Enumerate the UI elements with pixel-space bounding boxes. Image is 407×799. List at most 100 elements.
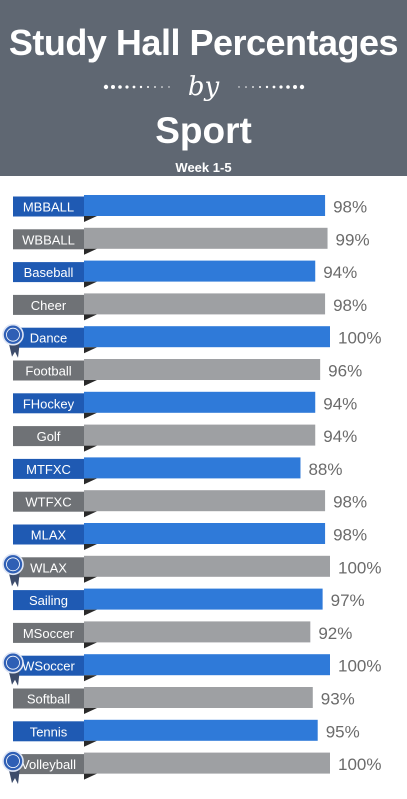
bar bbox=[84, 227, 328, 249]
category-label-tab bbox=[13, 196, 84, 217]
bar bbox=[84, 621, 311, 643]
bar-fold-shadow bbox=[84, 248, 97, 255]
value-label: 98% bbox=[333, 526, 367, 545]
bar-fold-shadow bbox=[84, 511, 97, 518]
value-label: 92% bbox=[318, 624, 352, 643]
header-banner: Study Hall Percentages by Sport Week 1-5 bbox=[0, 0, 407, 176]
value-label: 94% bbox=[323, 394, 357, 413]
award-badge-ring-icon bbox=[6, 557, 20, 572]
value-label: 94% bbox=[323, 263, 357, 282]
bar-fold-shadow bbox=[84, 412, 97, 419]
bar bbox=[84, 490, 326, 512]
bar-fold-shadow bbox=[84, 314, 97, 321]
value-label: 100% bbox=[338, 329, 381, 348]
bar bbox=[84, 195, 326, 216]
decorative-dots-left bbox=[103, 84, 170, 90]
bar-fold-shadow bbox=[84, 380, 97, 386]
by-text: by bbox=[187, 72, 220, 102]
category-label-tab bbox=[13, 721, 84, 742]
category-label: Baseball bbox=[24, 265, 74, 280]
award-badge-icon bbox=[2, 651, 24, 674]
bar-fold-shadow bbox=[84, 609, 97, 616]
category-label-tab bbox=[13, 426, 84, 447]
bar bbox=[84, 719, 318, 741]
category-label: MSoccer bbox=[23, 626, 75, 641]
bar-fold-shadow bbox=[84, 642, 97, 649]
category-label-tab bbox=[13, 557, 84, 578]
bar bbox=[84, 424, 316, 446]
value-label: 88% bbox=[308, 460, 342, 479]
value-label: 98% bbox=[333, 296, 367, 315]
value-label: 98% bbox=[333, 493, 367, 512]
category-label-tab bbox=[13, 458, 84, 479]
bar bbox=[84, 391, 316, 413]
category-label: Dance bbox=[30, 331, 68, 346]
award-badge-ring-icon bbox=[6, 655, 20, 670]
category-label-tab bbox=[13, 655, 84, 676]
category-label-tab bbox=[13, 360, 84, 381]
category-label: WBBALL bbox=[22, 232, 75, 247]
category-label-tab bbox=[13, 262, 84, 283]
award-badge-icon bbox=[2, 553, 24, 576]
bar bbox=[84, 752, 330, 774]
page-subtitle: Sport bbox=[155, 110, 252, 151]
award-badge-icon bbox=[2, 323, 24, 346]
decorative-dots-right bbox=[238, 84, 305, 90]
bar-fold-shadow bbox=[84, 216, 97, 222]
value-label: 100% bbox=[338, 755, 381, 774]
page-title: Study Hall Percentages bbox=[8, 22, 399, 63]
category-label: WTFXC bbox=[25, 495, 71, 510]
value-label: 99% bbox=[336, 230, 370, 249]
value-label: 98% bbox=[333, 198, 367, 217]
value-label: 97% bbox=[331, 591, 365, 610]
category-label-tab bbox=[13, 327, 84, 348]
bar-fold-shadow bbox=[84, 544, 97, 550]
category-label: MTFXC bbox=[26, 462, 71, 477]
bar-fold-shadow bbox=[84, 576, 97, 583]
category-label: MLAX bbox=[31, 528, 67, 543]
category-label: Golf bbox=[37, 429, 61, 444]
value-label: 93% bbox=[321, 690, 355, 709]
bar bbox=[84, 326, 330, 348]
category-label: MBBALL bbox=[23, 200, 74, 215]
category-label-tab bbox=[13, 590, 84, 611]
category-label: WLAX bbox=[30, 560, 67, 575]
bar bbox=[84, 293, 326, 315]
bar bbox=[84, 687, 313, 708]
bar-chart: MBBALL 98% WBBALL 99% Baseball 94% Cheer 98% Dan… bbox=[2, 195, 381, 785]
bar-fold-shadow bbox=[84, 347, 97, 354]
bar bbox=[84, 555, 330, 577]
bar-fold-shadow bbox=[84, 478, 97, 485]
category-label-tab bbox=[13, 491, 84, 512]
value-label: 100% bbox=[338, 657, 381, 676]
bar bbox=[84, 359, 321, 380]
category-label-tab bbox=[13, 754, 84, 775]
bar bbox=[84, 260, 316, 282]
category-label: Tennis bbox=[30, 724, 68, 739]
category-label: Cheer bbox=[31, 298, 67, 313]
category-label-tab bbox=[13, 688, 84, 709]
bar-fold-shadow bbox=[84, 281, 97, 288]
bar bbox=[84, 654, 330, 676]
category-label-tab bbox=[13, 524, 84, 545]
category-label: Football bbox=[25, 364, 71, 379]
bar-fold-shadow bbox=[84, 675, 97, 682]
category-label-tab bbox=[13, 393, 84, 414]
category-label: Softball bbox=[27, 692, 70, 707]
category-label-tab bbox=[13, 229, 84, 250]
value-label: 94% bbox=[323, 427, 357, 446]
bar-fold-shadow bbox=[84, 773, 97, 780]
bar bbox=[84, 457, 301, 479]
award-badge-ring-icon bbox=[6, 754, 20, 768]
bar-fold-shadow bbox=[84, 740, 97, 747]
category-label-tab bbox=[13, 622, 84, 643]
category-label: WSoccer bbox=[22, 659, 75, 674]
week-label: Week 1-5 bbox=[175, 160, 232, 175]
category-label: Sailing bbox=[29, 593, 68, 608]
value-label: 96% bbox=[328, 362, 362, 381]
category-label-tab bbox=[13, 294, 84, 315]
award-badge-ring-icon bbox=[6, 327, 20, 342]
bar bbox=[84, 523, 326, 544]
award-badge-icon bbox=[2, 750, 24, 772]
bar-fold-shadow bbox=[84, 445, 97, 452]
